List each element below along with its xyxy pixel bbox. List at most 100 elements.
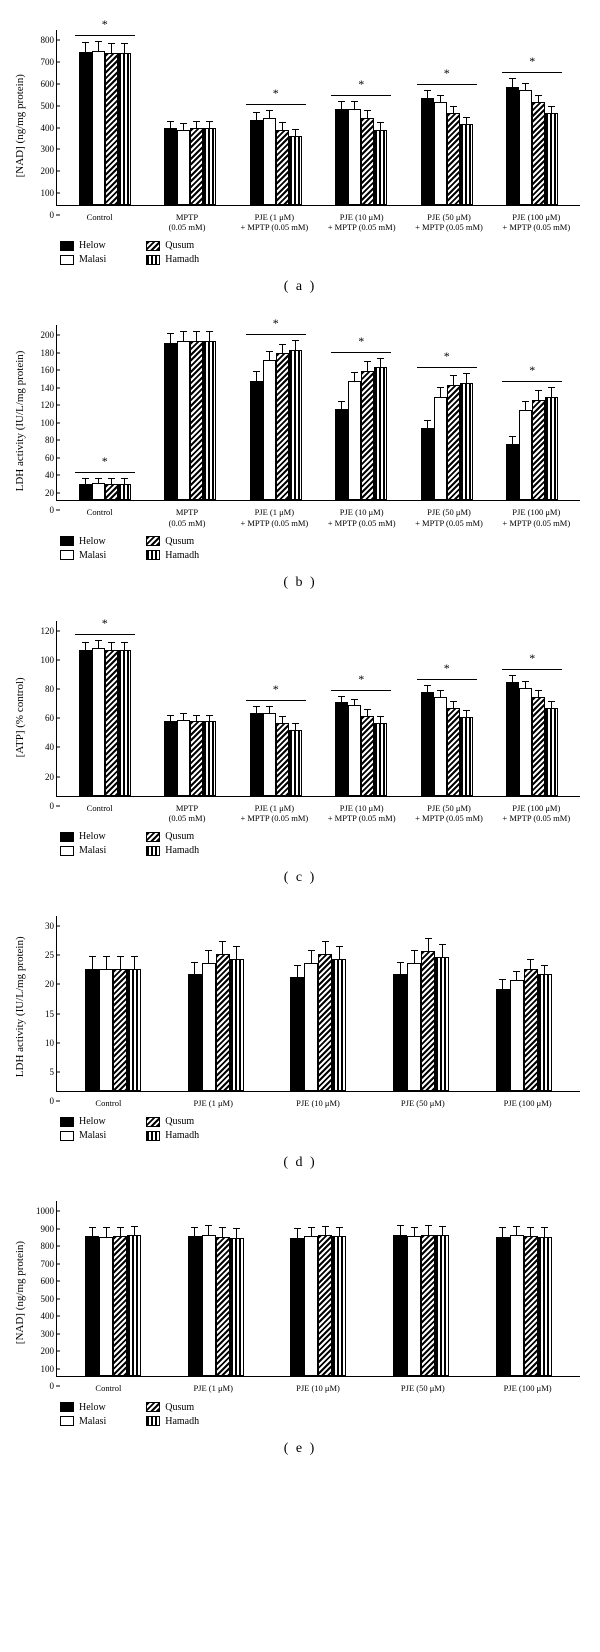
significance-line: [246, 104, 306, 105]
bar-helow: [506, 87, 519, 205]
bar-helow: [335, 409, 348, 501]
legend-item: Qusum: [146, 1116, 199, 1127]
bar-malasi: [304, 1236, 318, 1376]
x-axis-label: PJE (100 μM)+ MPTP (0.05 mM): [493, 212, 580, 232]
legend: HelowMalasiQusumHamadh: [60, 536, 590, 561]
bar-hamadh: [545, 113, 558, 205]
significance-line: [331, 352, 391, 353]
bar-malasi: [202, 963, 216, 1091]
y-tick-label: 20: [45, 979, 54, 989]
x-axis-label: PJE (10 μM)+ MPTP (0.05 mM): [318, 212, 405, 232]
significance-star: *: [102, 454, 108, 469]
bar-helow: [421, 428, 434, 501]
significance-line: [417, 367, 477, 368]
bar-malasi: [510, 1235, 524, 1376]
y-tick-label: 140: [41, 383, 55, 393]
significance-star: *: [529, 363, 535, 378]
legend-label: Qusum: [165, 831, 194, 842]
bar-helow: [421, 98, 434, 205]
bar-qusum: [276, 723, 289, 796]
bar-malasi: [92, 51, 105, 205]
significance-star: *: [273, 316, 279, 331]
bar-group: *: [404, 373, 490, 500]
x-axis-label: PJE (10 μM): [266, 1098, 371, 1108]
legend-swatch: [60, 832, 74, 842]
significance-line: [417, 679, 477, 680]
significance-line: [75, 634, 135, 635]
plot-area: *****: [56, 30, 580, 206]
bar-qusum: [361, 371, 374, 501]
x-axis-label: PJE (100 μM)+ MPTP (0.05 mM): [493, 507, 580, 527]
legend-swatch: [60, 1131, 74, 1141]
y-tick-label: 60: [45, 713, 54, 723]
bar-helow: [85, 969, 99, 1092]
bar-group: *: [62, 41, 148, 205]
bar-group: [62, 1226, 165, 1377]
bar-group: [472, 959, 575, 1091]
bar-group: *: [62, 640, 148, 796]
bar-malasi: [263, 360, 276, 500]
y-tick-label: 5: [50, 1067, 55, 1077]
significance-line: [502, 72, 562, 73]
y-tick-label: 180: [41, 348, 55, 358]
bar-malasi: [92, 483, 105, 501]
legend-label: Malasi: [79, 254, 106, 265]
legend: HelowMalasiQusumHamadh: [60, 1402, 590, 1427]
y-tick-label: 900: [41, 1224, 55, 1234]
x-axis-label: PJE (50 μM)+ MPTP (0.05 mM): [405, 212, 492, 232]
y-tick-label: 80: [45, 684, 54, 694]
legend-label: Qusum: [165, 240, 194, 251]
bar-malasi: [348, 705, 361, 795]
bar-hamadh: [374, 723, 387, 796]
bar-helow: [250, 713, 263, 796]
legend-item: Helow: [60, 536, 106, 547]
panel-label: ( b ): [10, 575, 590, 591]
legend-swatch: [146, 550, 160, 560]
legend-item: Hamadh: [146, 1416, 199, 1427]
bar-hamadh: [545, 397, 558, 500]
plot-area: [56, 916, 580, 1092]
bar-group: *: [319, 101, 405, 205]
bar-hamadh: [203, 341, 216, 500]
y-tick-label: 80: [45, 435, 54, 445]
legend-label: Hamadh: [165, 845, 199, 856]
y-axis-label: LDH activity (IU/L/mg protein): [10, 906, 26, 1108]
bar-hamadh: [538, 1237, 552, 1376]
x-axis-label: PJE (1 μM)+ MPTP (0.05 mM): [231, 803, 318, 823]
y-tick-label: 700: [41, 1259, 55, 1269]
y-tick-label: 120: [41, 626, 55, 636]
bar-hamadh: [435, 1235, 449, 1376]
legend-label: Qusum: [165, 536, 194, 547]
chart-panel-c: [ATP] (% control)020406080100120*****Con…: [10, 611, 590, 886]
legend: HelowMalasiQusumHamadh: [60, 831, 590, 856]
x-axis-label: PJE (100 μM): [475, 1098, 580, 1108]
bar-qusum: [361, 716, 374, 796]
bar-helow: [506, 682, 519, 796]
x-axis-label: PJE (1 μM)+ MPTP (0.05 mM): [231, 507, 318, 527]
y-tick-label: 0: [50, 801, 55, 811]
bar-qusum: [190, 341, 203, 500]
significance-line: [331, 690, 391, 691]
x-axis-label: PJE (50 μM): [370, 1098, 475, 1108]
legend-item: Qusum: [146, 831, 199, 842]
legend-swatch: [60, 536, 74, 546]
y-tick-label: 160: [41, 365, 55, 375]
x-axis-label: Control: [56, 1383, 161, 1393]
significance-line: [502, 381, 562, 382]
bar-malasi: [202, 1235, 216, 1377]
bar-group: *: [233, 110, 319, 206]
x-axis-label: PJE (50 μM)+ MPTP (0.05 mM): [405, 803, 492, 823]
figure-root: [NAD] (ng/mg protein)0100200300400500600…: [10, 20, 590, 1457]
x-axis-label: Control: [56, 507, 143, 527]
significance-star: *: [358, 77, 364, 92]
bar-malasi: [177, 130, 190, 205]
bar-helow: [496, 1237, 510, 1376]
legend-item: Malasi: [60, 845, 106, 856]
bar-hamadh: [538, 974, 552, 1091]
x-axis-label: PJE (100 μM)+ MPTP (0.05 mM): [493, 803, 580, 823]
panel-label: ( e ): [10, 1441, 590, 1457]
y-tick-label: 1000: [36, 1206, 54, 1216]
y-tick-label: 400: [41, 123, 55, 133]
legend-swatch: [60, 846, 74, 856]
x-axis-label: PJE (10 μM): [266, 1383, 371, 1393]
